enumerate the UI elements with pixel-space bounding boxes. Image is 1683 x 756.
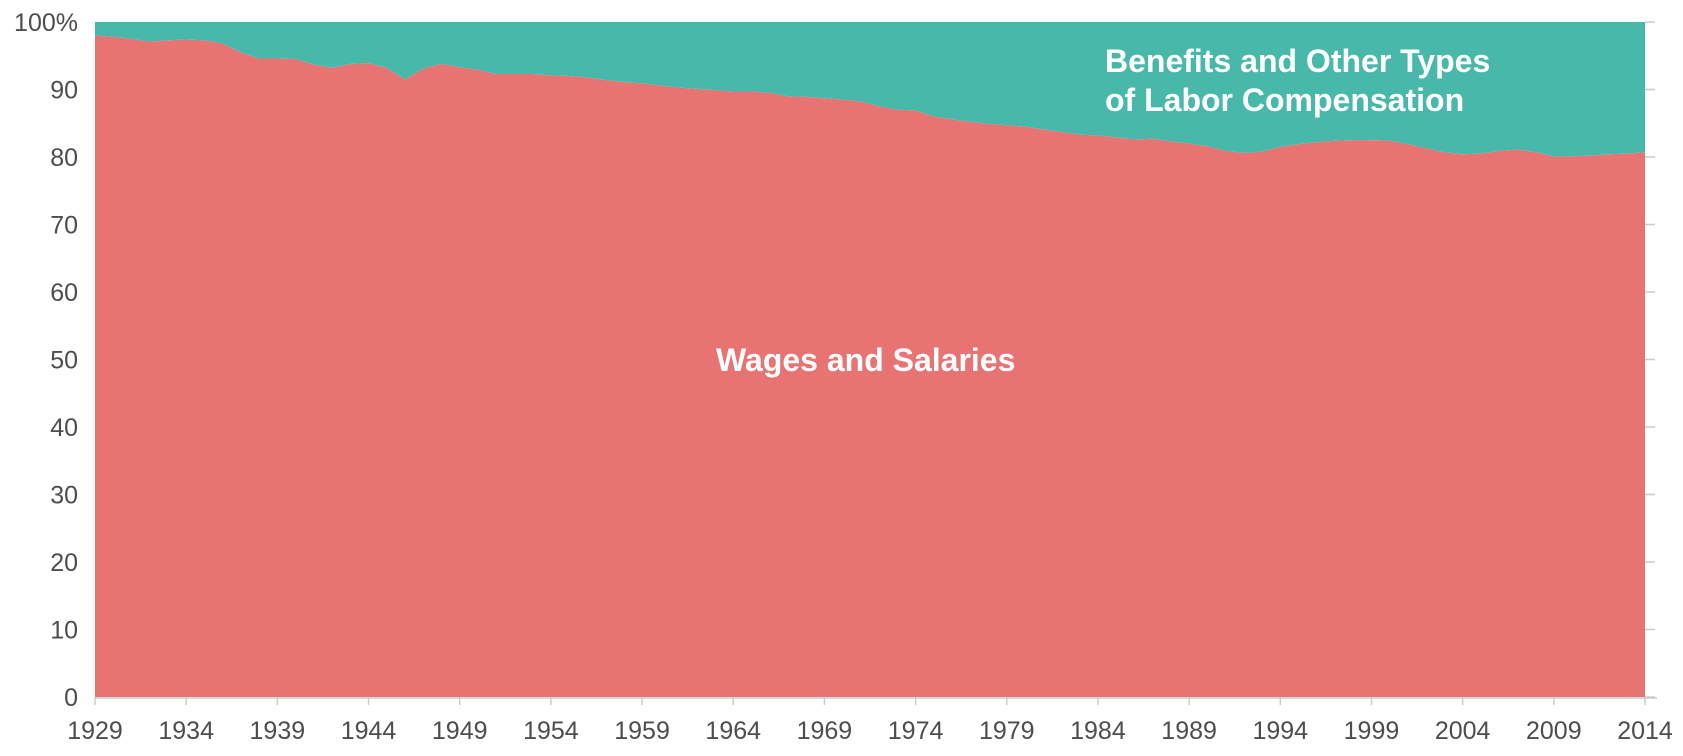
y-tick-label: 30 xyxy=(50,482,78,510)
wages-area-label: Wages and Salaries xyxy=(716,342,1015,378)
x-tick-label: 1939 xyxy=(250,717,306,745)
area-labels: Wages and Salaries Benefits and Other Ty… xyxy=(716,43,1490,378)
x-tick-label: 1934 xyxy=(158,717,214,745)
x-tick-label: 1949 xyxy=(432,717,488,745)
x-tick-label: 2014 xyxy=(1617,717,1673,745)
benefits-area-label-line2: of Labor Compensation xyxy=(1105,82,1464,118)
x-tick-label: 1954 xyxy=(523,717,579,745)
x-tick-label: 1944 xyxy=(341,717,397,745)
y-tick-label: 50 xyxy=(50,347,78,375)
x-tick-label: 1969 xyxy=(797,717,853,745)
x-tick-label: 1979 xyxy=(979,717,1035,745)
y-tick-label: 100% xyxy=(14,9,78,37)
area-series-1 xyxy=(95,22,1645,157)
x-tick-label: 1929 xyxy=(67,717,123,745)
benefits-area-label-line1: Benefits and Other Types xyxy=(1105,43,1490,79)
y-tick-label: 20 xyxy=(50,549,78,577)
x-tick-label: 2004 xyxy=(1435,717,1491,745)
area-series-0 xyxy=(95,35,1645,697)
y-tick-label: 80 xyxy=(50,144,78,172)
x-tick-label: 1994 xyxy=(1252,717,1308,745)
y-tick-label: 40 xyxy=(50,414,78,442)
axes: 0 10 20 30 40 50 60 70 80 90 100% 1929 1934 1939 1944 1… xyxy=(14,9,1673,745)
y-tick-label: 90 xyxy=(50,77,78,105)
y-tick-label: 0 xyxy=(64,684,78,712)
x-tick-label: 1974 xyxy=(888,717,944,745)
x-tick-label: 1959 xyxy=(614,717,670,745)
y-tick-label: 60 xyxy=(50,279,78,307)
x-tick-label: 1984 xyxy=(1070,717,1126,745)
x-tick-label: 1999 xyxy=(1344,717,1400,745)
x-tick-label: 2009 xyxy=(1526,717,1582,745)
plot-areas xyxy=(95,22,1645,697)
x-tick-label: 1964 xyxy=(705,717,761,745)
x-tick-label: 1989 xyxy=(1161,717,1217,745)
y-tick-label: 10 xyxy=(50,617,78,645)
y-tick-label: 70 xyxy=(50,212,78,240)
